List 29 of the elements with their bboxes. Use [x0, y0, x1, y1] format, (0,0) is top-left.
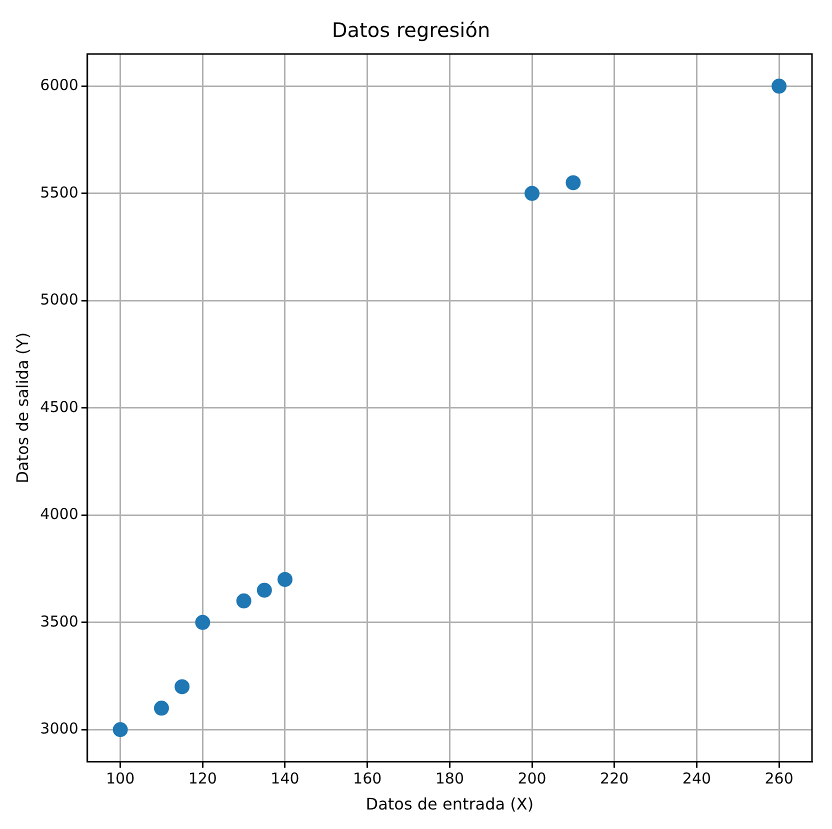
x-tick-label: 120: [188, 770, 217, 788]
y-axis-title: Datos de salida (Y): [12, 332, 32, 484]
y-tick-label: 4000: [40, 505, 78, 524]
point: [195, 614, 210, 630]
x-tick-label: 200: [518, 770, 546, 788]
y-tick-label: 5500: [40, 183, 78, 202]
x-tick-label: 160: [353, 770, 382, 788]
x-tick-label: 220: [600, 770, 629, 788]
y-tick-label: 5000: [40, 290, 78, 309]
chart-title: Datos regresión: [332, 18, 490, 42]
point: [278, 572, 292, 587]
y-tick-label: 6000: [40, 76, 78, 94]
y-tick-label: 3500: [40, 612, 78, 630]
point: [566, 175, 581, 190]
y-tick-label: 3000: [40, 720, 78, 738]
point: [154, 700, 169, 716]
x-tick-label: 260: [764, 770, 794, 788]
x-axis-title: Datos de entrada (X): [366, 794, 534, 814]
point: [236, 593, 252, 608]
x-tick-label: 240: [682, 770, 712, 788]
point: [772, 78, 787, 94]
point: [174, 679, 190, 694]
y-tick-label: 4500: [40, 398, 78, 416]
x-tick-label: 100: [106, 770, 135, 788]
point: [256, 582, 272, 598]
point: [112, 722, 128, 738]
point: [524, 186, 540, 201]
x-tick-label: 140: [270, 770, 300, 788]
x-tick-label: 180: [435, 770, 464, 788]
